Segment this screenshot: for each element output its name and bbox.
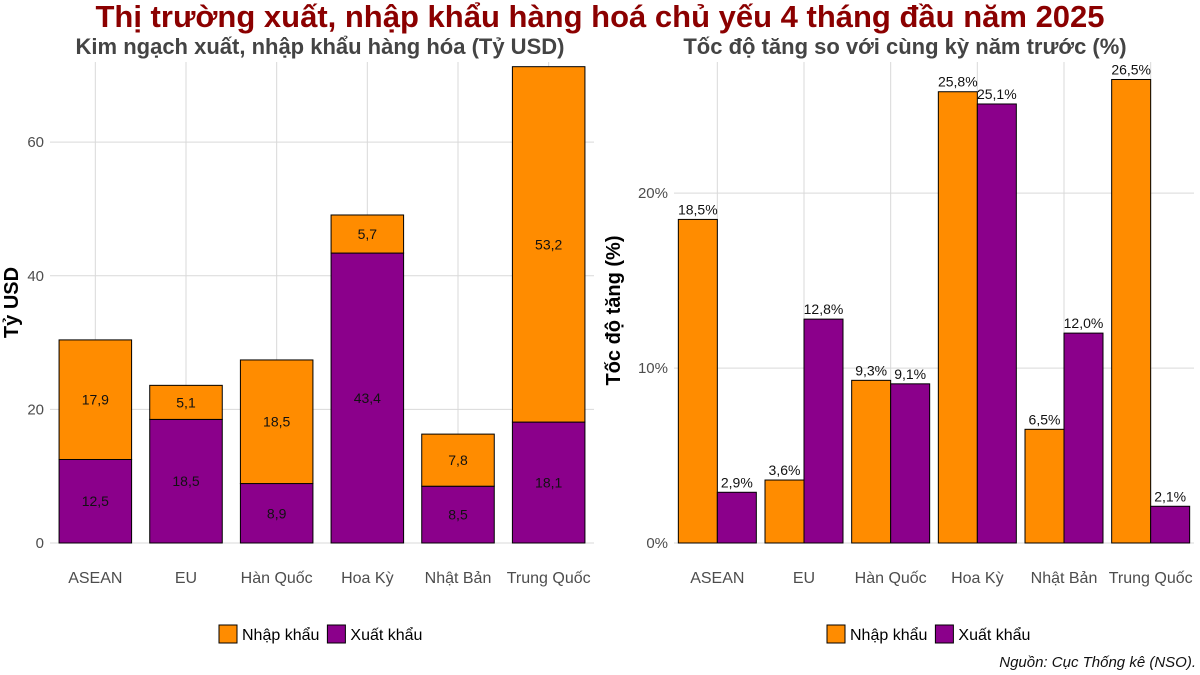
data-label: 3,6% — [769, 462, 801, 478]
data-label: 25,8% — [938, 74, 978, 90]
source-note: Nguồn: Cục Thống kê (NSO). — [999, 654, 1196, 671]
x-tick-label: ASEAN — [68, 570, 122, 587]
bar — [1150, 505, 1191, 544]
x-tick-label: ASEAN — [690, 570, 744, 587]
data-label: 26,5% — [1111, 61, 1151, 77]
data-label: 53,2 — [535, 236, 562, 252]
bar — [803, 318, 844, 544]
data-label: 18,5 — [263, 414, 290, 430]
x-tick-label: Hoa Kỳ — [341, 570, 393, 587]
bar-segment — [239, 483, 314, 544]
data-label: 18,5 — [172, 473, 199, 489]
bar-segment — [511, 421, 586, 544]
legend-key — [218, 624, 238, 644]
legend-label: Nhập khẩu — [850, 626, 927, 644]
x-tick-label: EU — [793, 570, 815, 587]
y-axis-title: Tỷ USD — [1, 267, 23, 338]
bar — [1024, 428, 1065, 544]
data-label: 25,1% — [977, 86, 1017, 102]
right-chart-title: Tốc độ tăng so với cùng kỳ năm trước (%) — [683, 34, 1127, 59]
data-label: 18,1 — [535, 475, 562, 491]
legend-key — [326, 624, 346, 644]
data-label: 8,9 — [267, 505, 287, 521]
data-label: 8,5 — [448, 507, 468, 523]
x-tick-label: Hàn Quốc — [241, 570, 313, 587]
y-tick-label: 40 — [27, 268, 44, 285]
y-tick-label: 0 — [36, 535, 44, 552]
data-label: 12,0% — [1064, 315, 1104, 331]
bar — [1111, 78, 1152, 544]
legend-key — [826, 624, 846, 644]
data-label: 17,9 — [82, 392, 109, 408]
y-tick-label: 20 — [27, 401, 44, 418]
y-tick-label: 20% — [638, 185, 668, 202]
data-label: 5,7 — [358, 226, 378, 242]
bar — [890, 383, 931, 544]
bar-segment — [58, 339, 133, 460]
data-label: 2,1% — [1154, 488, 1186, 504]
left-chart-stacked-bars: 0 20 40 60 12,5 17,9 ASEAN 18,5 5,1 EU 8,9 18,5 Hàn … — [1, 62, 594, 644]
data-label: 12,8% — [804, 301, 844, 317]
x-tick-label: Nhật Bản — [1031, 570, 1098, 587]
legend-label: Xuất khẩu — [350, 626, 422, 644]
y-tick-label: 10% — [638, 360, 668, 377]
data-label: 9,1% — [894, 366, 926, 382]
legend-label: Nhập khẩu — [242, 626, 319, 644]
x-tick-label: Hàn Quốc — [855, 570, 927, 587]
x-tick-label: Trung Quốc — [507, 570, 591, 587]
bar-segment — [421, 485, 495, 544]
bar — [1063, 332, 1104, 544]
data-label: 43,4 — [354, 390, 381, 406]
x-tick-label: Nhật Bản — [425, 570, 492, 587]
bar-segment — [239, 359, 314, 485]
bar — [764, 479, 805, 544]
bar — [937, 91, 978, 544]
legend-key — [934, 624, 954, 644]
bar-segment — [511, 66, 586, 423]
bar-segment — [421, 433, 495, 487]
bar-segment — [149, 384, 223, 420]
x-tick-label: Hoa Kỳ — [951, 570, 1003, 587]
y-axis-title: Tốc độ tăng (%) — [603, 236, 625, 386]
bar-segment — [330, 214, 405, 254]
x-tick-label: EU — [175, 570, 197, 587]
data-label: 6,5% — [1029, 411, 1061, 427]
data-label: 18,5% — [678, 201, 718, 217]
data-label: 7,8 — [448, 452, 468, 468]
x-tick-label: Trung Quốc — [1109, 570, 1193, 587]
bar — [677, 218, 718, 544]
data-label: 9,3% — [855, 362, 887, 378]
data-label: 5,1 — [176, 394, 196, 410]
right-chart-grouped-bars: 0% 10% 20% 18,5% 2,9% ASEAN 3,6% 12,8% EU 9,3% 9,1… — [603, 61, 1194, 644]
legend-label: Xuất khẩu — [958, 626, 1030, 644]
data-label: 2,9% — [721, 474, 753, 490]
bar-segment — [149, 418, 223, 544]
bar — [716, 491, 757, 544]
y-tick-label: 60 — [27, 134, 44, 151]
left-chart-title: Kim ngạch xuất, nhập khẩu hàng hóa (Tỷ U… — [75, 34, 565, 59]
bar-segment — [330, 252, 405, 544]
data-label: 12,5 — [82, 493, 109, 509]
bar — [851, 379, 892, 544]
y-tick-label: 0% — [646, 535, 668, 552]
bar — [976, 103, 1017, 544]
main-title: Thị trường xuất, nhập khẩu hàng hoá chủ … — [95, 0, 1105, 34]
